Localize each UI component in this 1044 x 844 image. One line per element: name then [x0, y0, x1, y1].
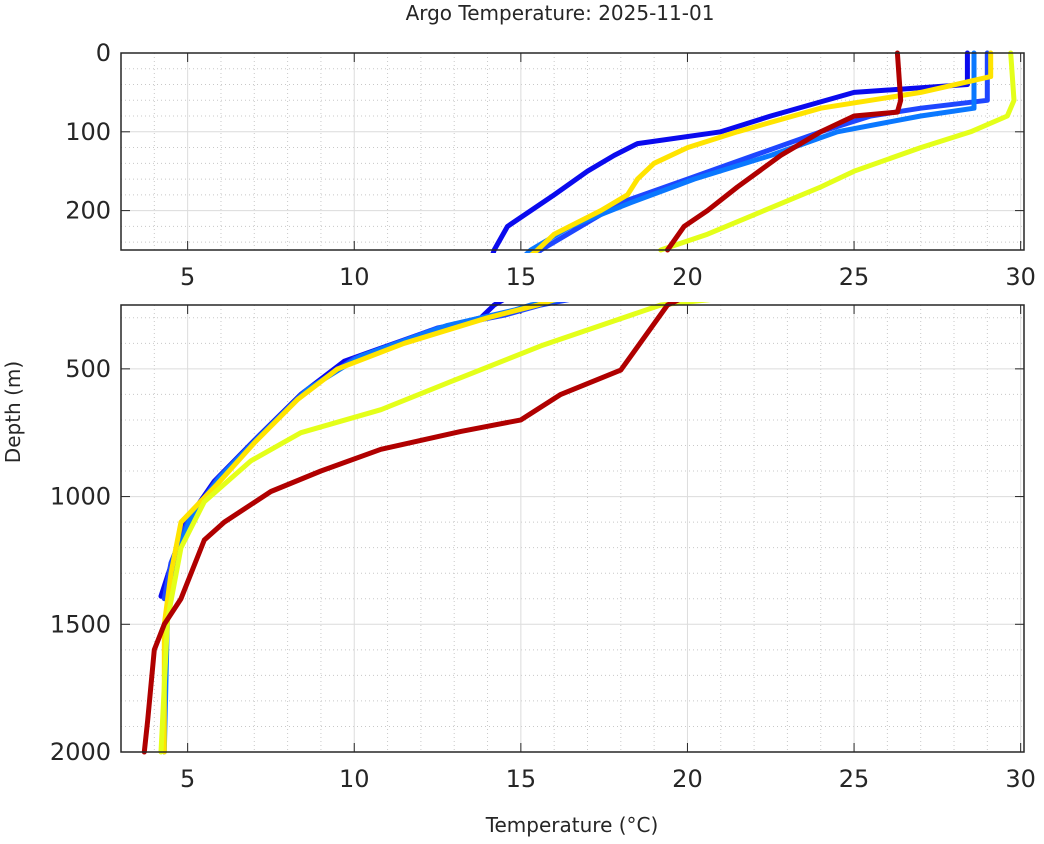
series-line-profile-1 [490, 50, 970, 253]
y-tick-label: 1000 [50, 483, 111, 511]
x-tick-label: 5 [180, 765, 195, 793]
y-tick-label: 1500 [50, 610, 111, 638]
y-tick-label: 500 [65, 355, 111, 383]
x-tick-label: 30 [1005, 765, 1036, 793]
lower-panel: 5 10 15 20 25 30 500 1000 1500 2000 [50, 302, 1036, 793]
series-line-profile-2 [533, 50, 990, 253]
x-tick-label: 5 [180, 263, 195, 291]
y-tick-label: 0 [96, 39, 111, 67]
x-tick-label: 20 [672, 263, 703, 291]
axes-box [120, 52, 1025, 251]
upper-panel: 5 10 15 20 25 30 0 100 200 [65, 39, 1036, 291]
series-group [490, 50, 1017, 253]
y-tick-label: 200 [65, 197, 111, 225]
x-tick-label: 25 [839, 765, 870, 793]
x-tick-label: 10 [339, 263, 370, 291]
series-line-profile-4 [529, 50, 994, 253]
y-tick-label: 2000 [50, 738, 111, 766]
series-line-profile-6 [141, 302, 680, 755]
series-line-profile-6 [665, 50, 904, 253]
chart-title: Argo Temperature: 2025-11-01 [406, 1, 715, 25]
x-tick-label: 15 [506, 263, 537, 291]
x-tick-label: 30 [1005, 263, 1036, 291]
x-tick-label: 20 [672, 765, 703, 793]
y-axis-label: Depth (m) [1, 361, 25, 463]
x-tick-label: 15 [506, 765, 537, 793]
x-tick-label: 25 [839, 263, 870, 291]
x-tick-label: 10 [339, 765, 370, 793]
x-axis-label: Temperature (°C) [485, 813, 659, 837]
axes-box [120, 304, 1025, 753]
series-line-profile-5 [658, 50, 1017, 253]
y-tick-label: 100 [65, 118, 111, 146]
